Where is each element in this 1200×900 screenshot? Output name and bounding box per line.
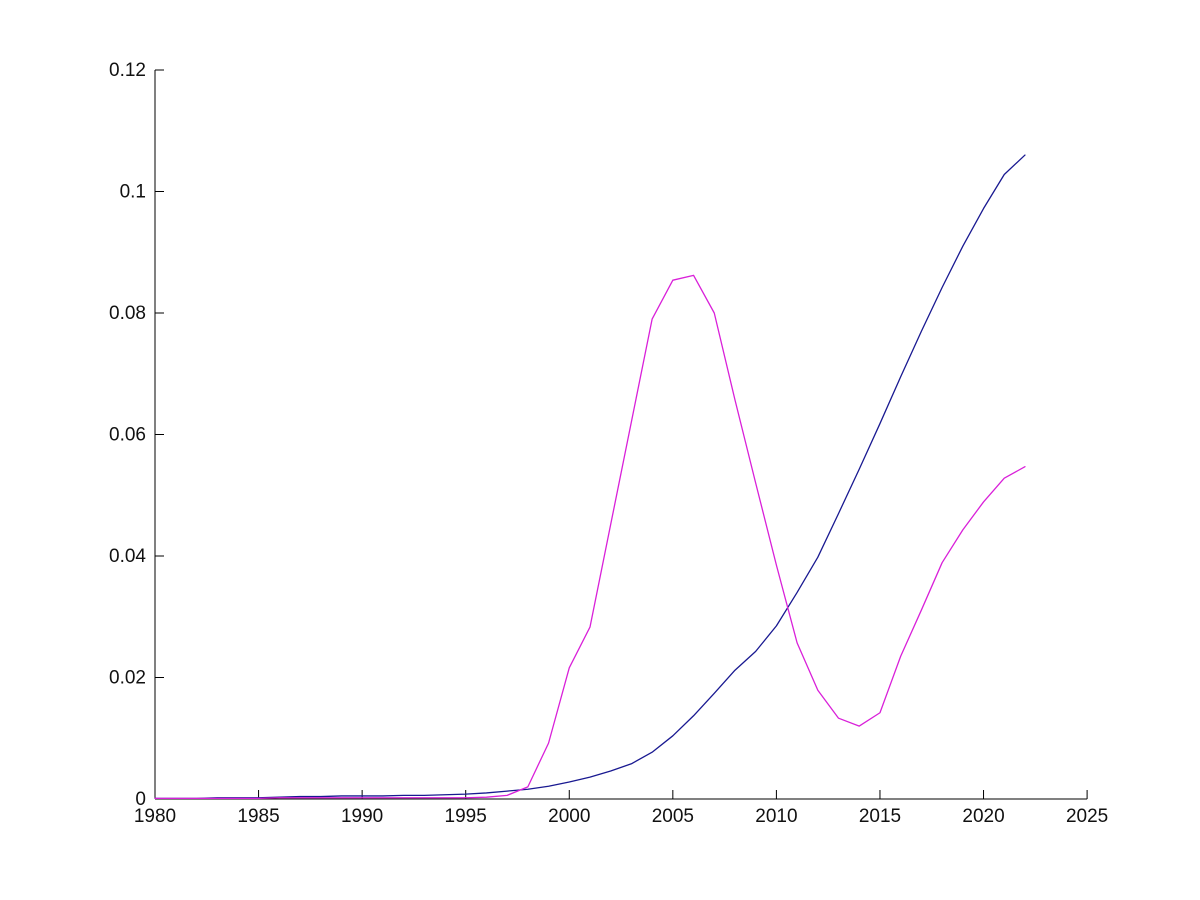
y-tick-label: 0.02 [109,668,146,689]
y-tick-label: 0.06 [109,425,146,446]
y-tick-label: 0 [135,789,146,810]
x-tick-label: 2020 [962,806,1004,827]
x-tick-label: 1990 [341,806,383,827]
tick-labels: 1980 1985 1990 1995 2000 2005 2010 2015 2020 2025… [109,60,1108,827]
x-tick-label: 2000 [548,806,590,827]
x-tick-label: 2005 [652,806,694,827]
x-tick-label: 2010 [755,806,797,827]
x-tick-label: 1995 [445,806,487,827]
data-series [154,154,1026,800]
tick-marks [154,69,1088,800]
magenta-line [154,274,1026,800]
x-tick-label: 1985 [237,806,279,827]
axes [154,70,1088,800]
y-tick-label: 0.04 [109,546,146,567]
dark-blue-line [154,154,1026,800]
y-tick-label: 0.12 [109,60,146,81]
x-tick-label: 2025 [1066,806,1108,827]
y-tick-label: 0.1 [120,182,146,203]
x-tick-label: 1980 [134,806,176,827]
y-tick-label: 0.08 [109,303,146,324]
x-tick-label: 2015 [859,806,901,827]
